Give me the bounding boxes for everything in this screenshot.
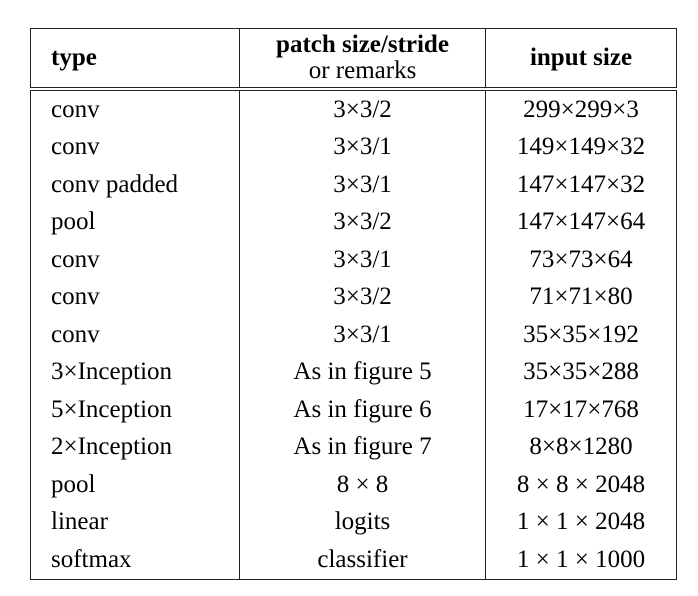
table-cell: 149×149×32 — [485, 128, 677, 166]
table-cell: conv — [30, 278, 240, 316]
table-cell: 35×35×192 — [485, 316, 677, 354]
table-cell: 3×3/1 — [239, 128, 486, 166]
header-cell: input size — [485, 28, 677, 91]
table-cell: pool — [30, 203, 240, 241]
table-cell: 35×35×288 — [485, 353, 677, 391]
table-cell: conv — [30, 316, 240, 354]
table-row: 5×Inception As in figure 6 17×17×768 — [30, 391, 677, 429]
table-body: conv 3×3/2 299×299×3 conv 3×3/1 149×149×32 con… — [30, 89, 677, 579]
table-row: conv 3×3/2 299×299×3 — [30, 89, 677, 129]
table-cell: 3×3/1 — [239, 241, 486, 279]
table-cell: conv — [30, 89, 240, 129]
table-cell: conv padded — [30, 166, 240, 204]
table-row: softmax classifier 1 × 1 × 1000 — [30, 541, 677, 579]
table-cell: 3×3/1 — [239, 316, 486, 354]
header-cell: type — [30, 28, 240, 91]
table-row: conv 3×3/1 149×149×32 — [30, 128, 677, 166]
table-row: 3×Inception As in figure 5 35×35×288 — [30, 353, 677, 391]
table-row: linear logits 1 × 1 × 2048 — [30, 503, 677, 541]
table-cell: As in figure 6 — [239, 391, 486, 429]
table-cell: 73×73×64 — [485, 241, 677, 279]
table-cell: 1 × 1 × 2048 — [485, 503, 677, 541]
table-cell: 5×Inception — [30, 391, 240, 429]
table-cell: 299×299×3 — [485, 89, 677, 129]
table-cell: pool — [30, 466, 240, 504]
table-cell: logits — [239, 503, 486, 541]
table-cell: classifier — [239, 541, 486, 579]
table-cell: 3×3/2 — [239, 89, 486, 129]
layer-table: type patch size/stride or remarks input … — [30, 28, 677, 580]
table-cell: 147×147×64 — [485, 203, 677, 241]
table-row: pool 3×3/2 147×147×64 — [30, 203, 677, 241]
table-cell: 3×Inception — [30, 353, 240, 391]
table-cell: 147×147×32 — [485, 166, 677, 204]
table-cell: conv — [30, 241, 240, 279]
table-row: 2×Inception As in figure 7 8×8×1280 — [30, 428, 677, 466]
table-row: conv 3×3/1 73×73×64 — [30, 241, 677, 279]
header-text: patch size/stride — [276, 31, 449, 58]
table-cell: As in figure 5 — [239, 353, 486, 391]
table-cell: linear — [30, 503, 240, 541]
table-cell: As in figure 7 — [239, 428, 486, 466]
table-cell: softmax — [30, 541, 240, 579]
table-cell: 3×3/2 — [239, 278, 486, 316]
table-cell: 8 × 8 × 2048 — [485, 466, 677, 504]
table-cell: 17×17×768 — [485, 391, 677, 429]
table-cell: 3×3/2 — [239, 203, 486, 241]
table-cell: conv — [30, 128, 240, 166]
table-cell: 2×Inception — [30, 428, 240, 466]
header-subtext: or remarks — [308, 57, 417, 84]
table-row: conv padded 3×3/1 147×147×32 — [30, 166, 677, 204]
table-row: conv 3×3/2 71×71×80 — [30, 278, 677, 316]
table-cell: 1 × 1 × 1000 — [485, 541, 677, 579]
table-row: conv 3×3/1 35×35×192 — [30, 316, 677, 354]
table-cell: 3×3/1 — [239, 166, 486, 204]
table-cell: 8 × 8 — [239, 466, 486, 504]
table-cell: 71×71×80 — [485, 278, 677, 316]
table-cell: 8×8×1280 — [485, 428, 677, 466]
header-cell: patch size/stride or remarks — [239, 28, 486, 91]
header-row: type patch size/stride or remarks input … — [30, 28, 677, 91]
